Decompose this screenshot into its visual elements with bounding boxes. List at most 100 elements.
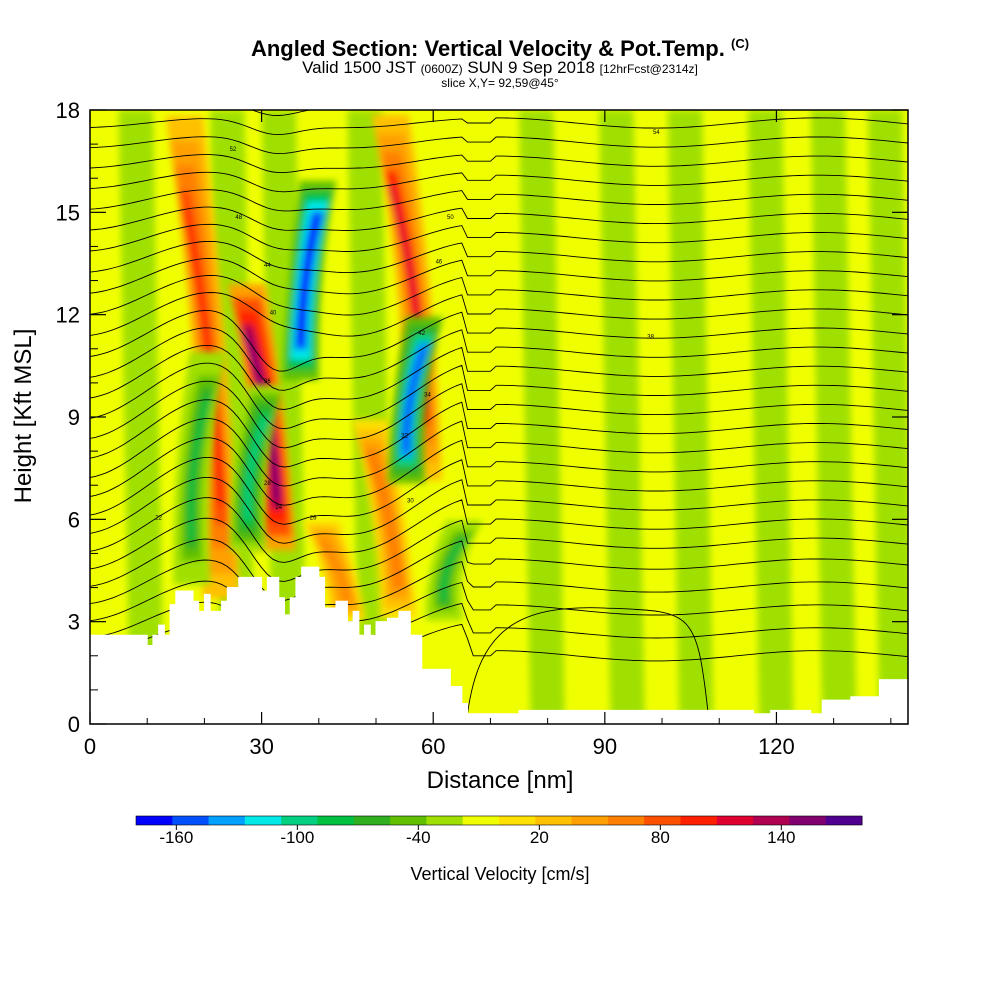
isentrope-25	[90, 154, 908, 174]
isentrope-22	[90, 206, 908, 231]
isentrope-6	[90, 497, 908, 563]
isentrope-15	[90, 327, 908, 391]
y-tick-label-1: 3	[68, 610, 80, 635]
isentrope-24	[90, 171, 908, 193]
terrain-mask	[90, 566, 908, 724]
updraft-core-0-level-4	[181, 208, 225, 506]
colorbar-swatch-13	[607, 816, 645, 825]
isentrope-9	[90, 437, 908, 506]
y-tick-label-2: 6	[68, 507, 80, 532]
weak-sink-band-5	[599, 110, 645, 724]
colorbar-swatch-12	[571, 816, 609, 825]
chart-title: Angled Section: Vertical Velocity & Pot.…	[250, 36, 750, 61]
colorbar-swatch-1	[172, 816, 210, 825]
isentrope-21	[90, 223, 908, 252]
isentrope-29	[90, 80, 908, 97]
isentrope-16	[90, 310, 908, 372]
isentrope-label-8: 38	[647, 335, 654, 341]
plot-axes: 0 30 60 90 120 0 3 6 9 12 15 18	[56, 98, 909, 759]
isentrope-23	[90, 189, 908, 212]
updraft-core-2-level-4	[318, 539, 351, 602]
updraft-core-3-level-4	[367, 457, 402, 581]
colorbar-label: 80	[650, 828, 670, 847]
downdraft-core-1-level-4	[244, 417, 270, 520]
colorbar-swatch-17	[753, 816, 790, 825]
colorbar-swatch-14	[644, 816, 681, 825]
x-axis-label: Distance [nm]	[426, 767, 574, 794]
isentrope-dome	[467, 607, 709, 714]
y-tick-label-4: 12	[56, 303, 80, 328]
weak-sink-band-4	[519, 110, 565, 724]
x-tick-label-3: 90	[593, 734, 617, 759]
weak-sink-band-0	[118, 110, 165, 724]
downdraft-core-2-level-4	[297, 219, 322, 342]
isentrope-10	[90, 418, 908, 487]
isentrope-3	[90, 559, 908, 620]
isentrope-label-10: 42	[418, 331, 425, 337]
isentrope-label-2: 26	[310, 515, 317, 521]
valid-time-line: Valid 1500 JST (0600Z) SUN 9 Sep 2018 [1…	[302, 58, 698, 77]
weak-sink-band-6	[667, 110, 714, 724]
colorbar-swatch-3	[244, 816, 282, 825]
x-tick-label-4: 120	[758, 734, 795, 759]
isentrope-27	[90, 117, 908, 136]
isentrope-label-14: 50	[447, 215, 454, 221]
colorbar-swatch-0	[136, 816, 173, 825]
downdraft-core-2	[282, 180, 337, 381]
isentrope-label-6: 34	[424, 393, 431, 399]
colorbar-swatch-19	[825, 816, 863, 825]
y-tick-label-6: 18	[56, 98, 80, 123]
isentrope-label-1: 24	[275, 505, 282, 511]
colorbar-swatch-4	[281, 816, 318, 825]
colorbar-swatch-11	[535, 816, 573, 825]
colorbar-swatch-15	[680, 816, 718, 825]
colorbar-swatch-10	[499, 816, 536, 825]
isentrope-label-16: 54	[653, 130, 660, 136]
downdraft-core-3	[387, 316, 444, 484]
isentrope-8	[90, 456, 908, 525]
isentrope-14	[90, 344, 908, 410]
isentrope-20	[90, 240, 908, 274]
colorbar-swatch-9	[462, 816, 500, 825]
isentrope-label-9: 40	[270, 311, 277, 317]
isentrope-19	[90, 257, 908, 295]
isentrope-label-15: 52	[230, 147, 237, 153]
downdraft-core-1	[229, 385, 285, 552]
y-tick-label-5: 15	[56, 200, 80, 225]
colorbar-label: 140	[767, 828, 796, 847]
isentrope-label-12: 46	[436, 260, 443, 266]
y-tick-label-0: 0	[68, 712, 80, 737]
isentrope-13	[90, 362, 908, 430]
isentrope-5	[90, 517, 908, 582]
y-tick-label-3: 9	[68, 405, 80, 430]
slice-info: slice X,Y= 92,59@45°	[441, 76, 559, 90]
isentrope-7	[90, 476, 908, 544]
colorbar-swatch-6	[353, 816, 391, 825]
x-tick-label-1: 30	[249, 734, 273, 759]
x-tick-label-0: 0	[84, 734, 96, 759]
colorbar-frame	[135, 815, 863, 826]
weak-sink-band-9	[867, 110, 908, 724]
weak-sink-band-8	[810, 110, 857, 724]
colorbar	[135, 815, 863, 830]
isentrope-2	[90, 580, 908, 640]
colorbar-label: -40	[406, 828, 431, 847]
isentrope-label-5: 32	[401, 433, 408, 439]
colorbar-swatch-7	[390, 816, 427, 825]
colorbar-title: Vertical Velocity [cm/s]	[410, 864, 590, 884]
isentrope-17	[90, 292, 908, 337]
colorbar-label: 20	[529, 828, 549, 847]
terrain	[90, 566, 908, 724]
isentrope-label-3: 28	[264, 481, 271, 487]
colorbar-label: -160	[159, 828, 194, 847]
downdraft-core-0-level-4	[188, 396, 212, 540]
x-tick-label-2: 60	[421, 734, 445, 759]
downdraft-core-4-level-4	[440, 539, 468, 602]
isentrope-label-0: 22	[155, 515, 162, 521]
colorbar-swatch-16	[716, 816, 754, 825]
isentrope-label-4: 30	[407, 498, 414, 504]
isentrope-label-13: 48	[235, 215, 242, 221]
isentrope-12	[90, 380, 908, 449]
updraft-core-1-level-4	[243, 335, 280, 499]
